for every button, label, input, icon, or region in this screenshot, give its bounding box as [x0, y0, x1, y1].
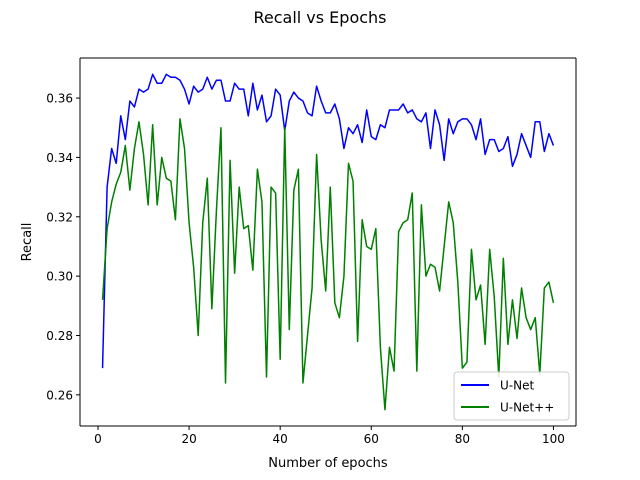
y-tick-label: 0.34	[46, 151, 73, 165]
legend: U-Net U-Net++	[453, 371, 570, 421]
x-tick-label: 100	[542, 432, 565, 446]
y-tick-label: 0.30	[46, 270, 73, 284]
axes-frame	[79, 57, 577, 427]
series-layer	[101, 73, 555, 411]
series-line-unetpp	[101, 118, 555, 411]
plot-area: 0 20 40 60 80 100 0.26 0.28 0.30 0.32 0.34 0.36	[46, 57, 577, 446]
legend-label-unetpp: U-Net++	[500, 401, 554, 415]
x-tick-label: 80	[455, 432, 470, 446]
y-tick-label: 0.26	[46, 388, 73, 402]
x-tick-label: 40	[273, 432, 288, 446]
y-tick-label: 0.32	[46, 210, 73, 224]
y-tick-label: 0.36	[46, 92, 73, 106]
legend-label-unet: U-Net	[500, 379, 534, 393]
x-tick-label: 20	[181, 432, 196, 446]
x-tick-label: 0	[94, 432, 102, 446]
x-axis-label: Number of epochs	[268, 456, 388, 471]
y-axis-ticks: 0.26 0.28 0.30 0.32 0.34 0.36	[46, 92, 80, 402]
chart-title: Recall vs Epochs	[253, 8, 386, 27]
y-axis-label: Recall	[20, 223, 35, 262]
x-axis-ticks: 0 20 40 60 80 100	[94, 426, 565, 446]
series-line-unet	[101, 73, 555, 369]
y-tick-label: 0.28	[46, 329, 73, 343]
x-tick-label: 60	[364, 432, 379, 446]
